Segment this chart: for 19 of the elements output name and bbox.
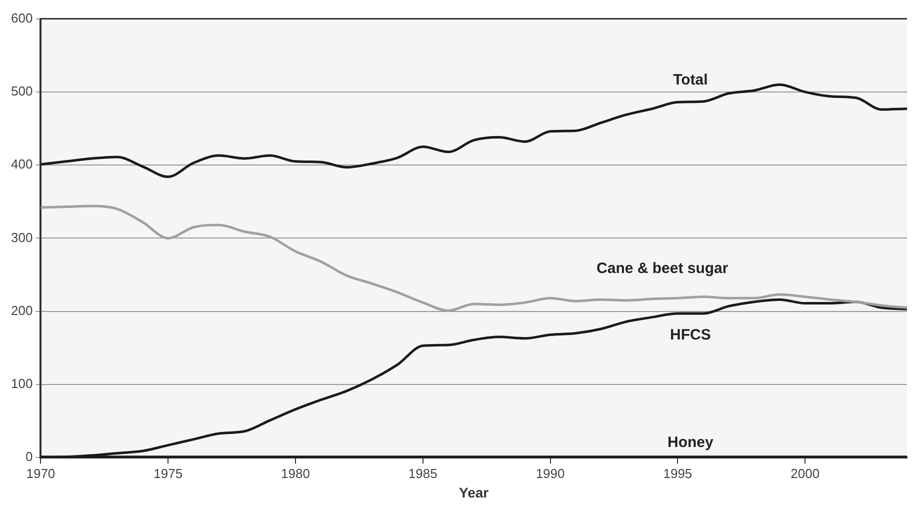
x-tick-label: 2000	[790, 466, 820, 481]
x-tick-label: 1975	[154, 466, 183, 481]
x-tick-label: 1985	[408, 466, 438, 481]
y-tick-label: 200	[10, 302, 33, 318]
y-tick-label: 300	[10, 230, 33, 245]
series-label: Honey	[668, 434, 714, 452]
y-tick-label: 100	[10, 376, 33, 392]
x-tick-label: 1995	[663, 466, 692, 481]
x-axis-title: Year	[459, 484, 490, 500]
x-tick-label: 1990	[536, 466, 565, 481]
x-tick-label: 1970	[26, 466, 56, 481]
series-label: Cane & beet sugar	[596, 260, 728, 278]
y-tick-label: 600	[10, 10, 33, 26]
series-label: HFCS	[670, 326, 711, 344]
y-tick-label: 400	[10, 156, 33, 172]
x-tick-label: 1980	[281, 466, 310, 481]
y-tick-label: 500	[10, 84, 33, 99]
series-label: Total	[673, 71, 708, 88]
y-tick-label: 0	[25, 449, 33, 464]
